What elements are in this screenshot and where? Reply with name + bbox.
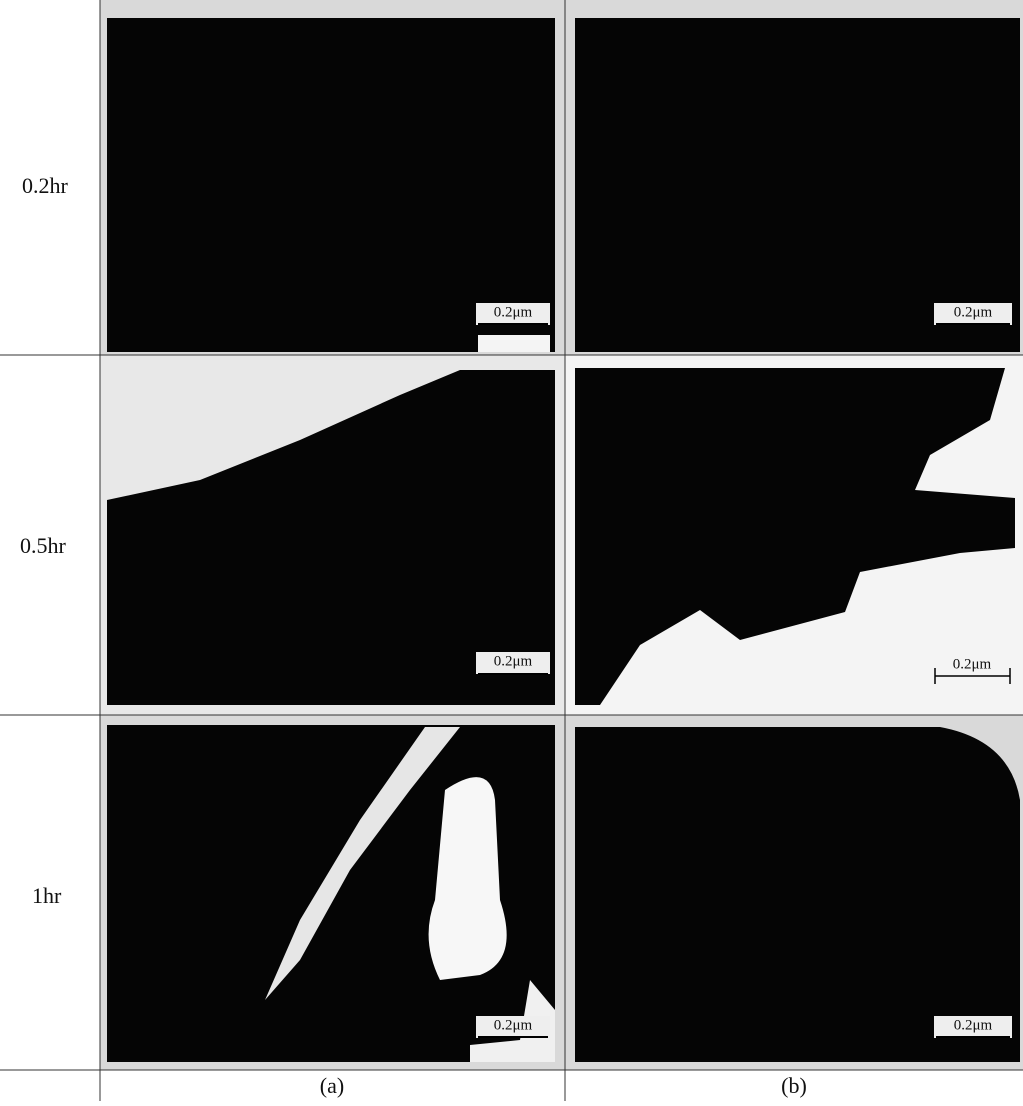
scale-bar: 0.2μm [934, 1016, 1012, 1038]
bright-region [478, 335, 550, 352]
scale-label: 0.2μm [494, 304, 533, 320]
scale-label: 0.2μm [494, 653, 533, 669]
scale-label: 0.2μm [953, 656, 992, 672]
figure: 0.2hr 0.5hr 1hr (a) (b) 0.2μm 0.2μm 0.2μ… [0, 0, 1023, 1101]
micrograph [107, 18, 555, 352]
scale-bar: 0.2μm [476, 652, 550, 674]
micrograph [575, 18, 1020, 352]
row-label: 1hr [32, 883, 62, 908]
scale-label: 0.2μm [954, 304, 993, 320]
scale-bar: 0.2μm [476, 303, 550, 325]
row-label: 0.2hr [22, 173, 69, 198]
scale-bar: 0.2μm [476, 1016, 550, 1038]
row-label: 0.5hr [20, 533, 67, 558]
column-label: (b) [781, 1073, 807, 1098]
scale-label: 0.2μm [954, 1017, 993, 1033]
column-label: (a) [320, 1073, 344, 1098]
scale-bar: 0.2μm [934, 303, 1012, 325]
scale-label: 0.2μm [494, 1017, 533, 1033]
micrograph [575, 727, 1020, 1062]
